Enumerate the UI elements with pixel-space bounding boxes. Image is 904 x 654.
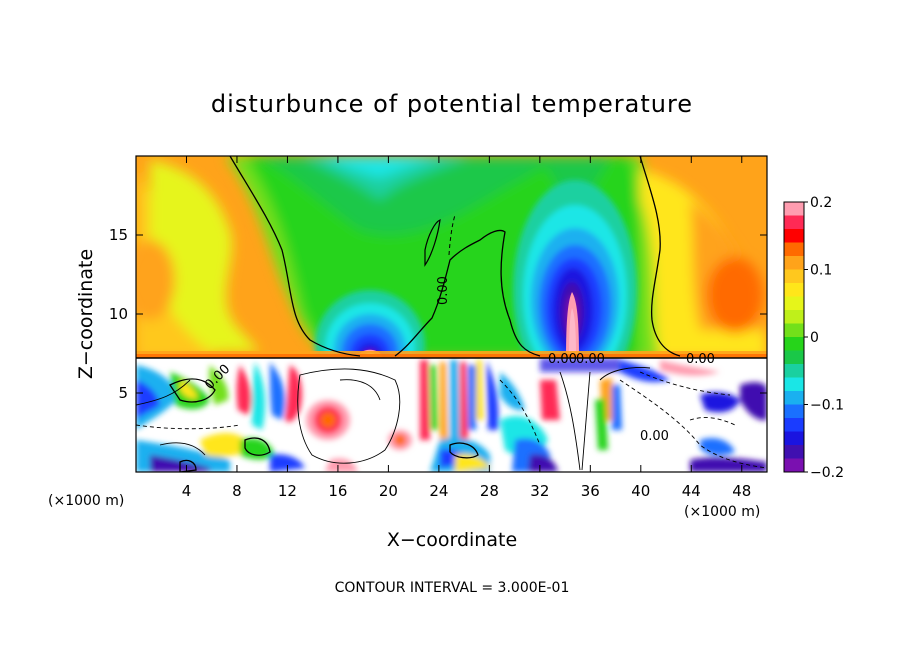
colorbar-segment	[784, 337, 804, 351]
colorbar-segment	[784, 256, 804, 270]
y-axis-label: Z−coordinate	[75, 249, 97, 379]
x-tick-label: 48	[732, 482, 751, 500]
colorbar-segment	[784, 202, 804, 216]
colorbar-tick-label: 0.1	[810, 263, 832, 279]
colorbar-tick-label: 0	[810, 330, 819, 346]
colorbar-segment	[784, 391, 804, 405]
x-tick-label: 16	[328, 482, 347, 500]
x-unit-right: (×1000 m)	[684, 504, 760, 520]
plot-area	[136, 156, 767, 472]
colorbar-tick-label: −0.2	[810, 465, 844, 481]
colorbar-segment	[784, 296, 804, 311]
x-tick-label: 36	[581, 482, 600, 500]
colorbar-segment	[784, 458, 804, 473]
colorbar-segment	[784, 364, 804, 378]
colorbar-segment	[784, 215, 804, 230]
colorbar-segment	[784, 242, 804, 257]
x-tick-label: 20	[379, 482, 398, 500]
colorbar-segment	[784, 350, 804, 365]
colorbar-tick-label: −0.1	[810, 398, 844, 414]
contour-label: 0.00	[576, 352, 605, 367]
x-tick-label: 8	[232, 482, 242, 500]
contour-label: 0.00	[640, 429, 669, 444]
colorbar-segment	[784, 310, 804, 324]
x-tick-label: 40	[631, 482, 650, 500]
upper-field	[136, 156, 767, 358]
y-tick-label: 10	[109, 305, 128, 323]
x-tick-label: 44	[682, 482, 701, 500]
y-axis-ticks: 5 10 15	[109, 226, 767, 402]
x-tick-label: 12	[278, 482, 297, 500]
x-tick-label: 28	[480, 482, 499, 500]
y-tick-label: 5	[118, 384, 128, 402]
contour-label: 0.00	[548, 352, 577, 367]
colorbar-segment	[784, 431, 804, 446]
x-unit-left: (×1000 m)	[48, 493, 124, 509]
x-tick-label: 4	[182, 482, 192, 500]
colorbar-segment	[784, 229, 804, 243]
contour-label: 0.00	[686, 352, 715, 367]
lower-field	[136, 358, 767, 472]
y-tick-label: 15	[109, 226, 128, 244]
x-axis-label: X−coordinate	[387, 529, 517, 551]
x-axis-ticks: 4 8 12 16 20 24 28 32 36 40 44 48	[182, 156, 751, 500]
contour-interval: CONTOUR INTERVAL = 3.000E-01	[335, 580, 570, 596]
colorbar-segment	[784, 269, 804, 284]
colorbar-ticks: 0.2 0.1 0 −0.1 −0.2	[804, 195, 844, 481]
chart-title: disturbunce of potential temperature	[211, 90, 693, 118]
colorbar-segment	[784, 283, 804, 297]
colorbar-segment	[784, 323, 804, 338]
colorbar-segment	[784, 418, 804, 432]
colorbar-segment	[784, 377, 804, 392]
x-tick-label: 24	[429, 482, 448, 500]
contour-label: 0.00	[436, 276, 451, 305]
colorbar	[784, 202, 804, 473]
x-tick-label: 32	[530, 482, 549, 500]
colorbar-segment	[784, 445, 804, 459]
colorbar-segment	[784, 404, 804, 419]
colorbar-tick-label: 0.2	[810, 195, 832, 211]
